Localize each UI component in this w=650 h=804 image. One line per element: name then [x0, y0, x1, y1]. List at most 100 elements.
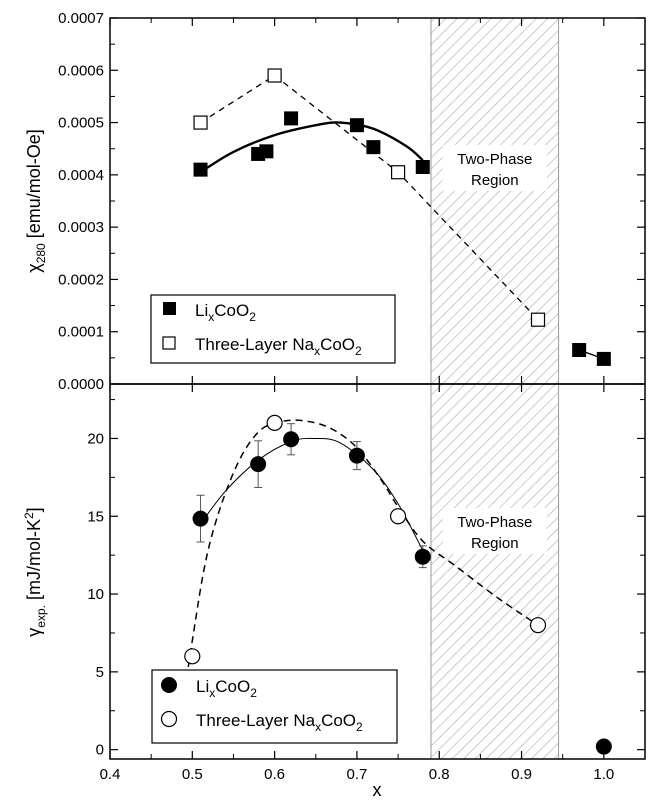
bottom-point-LixCoO2 [595, 738, 612, 755]
legend-label-part: Li [195, 301, 208, 320]
top-y-tick-label: 0.0004 [58, 167, 104, 184]
top-y-tick-label: 0.0003 [58, 219, 104, 236]
top-dashed-connector-NaxCoO2 [200, 74, 539, 321]
top-y-tick-label: 0.0006 [58, 62, 104, 79]
bottom-y-axis-units: [mJ/mol-K [24, 519, 44, 605]
region-label-top-line2: Region [471, 172, 519, 189]
legend-label-part: Three-Layer Na [195, 335, 315, 354]
top-point-LixCoO2 [349, 118, 364, 133]
region-label-bottom-line2: Region [471, 535, 519, 552]
bottom-legend-label-2: Three-Layer NaxCoO2 [196, 711, 363, 734]
legend-label-part: Li [196, 677, 209, 696]
top-legend: LixCoO2 Three-Layer NaxCoO2 [150, 294, 396, 364]
x-tick-label: 0.7 [346, 766, 367, 783]
top-legend-label-2: Three-Layer NaxCoO2 [195, 335, 362, 358]
bottom-legend-label-1: LixCoO2 [196, 677, 257, 700]
top-y-axis-units: [emu/mol-Oe] [24, 129, 44, 243]
top-point-LixCoO2 [284, 111, 299, 126]
region-label-bg-top [442, 145, 547, 191]
legend-label-sub: x [208, 310, 214, 324]
legend-label-part: CoO [320, 335, 355, 354]
bottom-y-tick-labels: 0 5 10 15 20 [87, 430, 104, 758]
bottom-y-axis-title: γexp. [mJ/mol-K2] [22, 507, 48, 636]
top-legend-label-1: LixCoO2 [195, 301, 256, 324]
top-point-NaxCoO2 [193, 115, 208, 130]
top-y-tick-label: 0.0000 [58, 376, 104, 393]
region-label-top-line1: Two-Phase [457, 151, 532, 168]
x-axis-title: x [373, 780, 382, 800]
bottom-y-axis-close: ] [24, 507, 44, 512]
legend-label-sub: x [315, 720, 321, 734]
top-point-LixCoO2 [366, 140, 381, 155]
legend-marker-open-circle [160, 710, 178, 728]
legend-marker-filled-circle [161, 677, 177, 693]
axis-ticks [109, 17, 645, 759]
legend-label-part: CoO [214, 301, 249, 320]
top-point-NaxCoO2 [390, 165, 406, 180]
bottom-point-LixCoO2 [283, 431, 300, 448]
top-point-LixCoO2 [572, 343, 587, 358]
bottom-point-NaxCoO2 [184, 648, 201, 665]
bottom-y-tick-label: 15 [87, 508, 104, 525]
bottom-y-axis-superscript: 2 [22, 512, 36, 519]
bottom-point-LixCoO2 [414, 548, 431, 565]
top-y-tick-label: 0.0001 [58, 324, 104, 341]
x-tick-label: 0.6 [264, 766, 285, 783]
top-point-LixCoO2 [259, 144, 274, 159]
top-point-LixCoO2 [193, 162, 208, 177]
top-panel-data [193, 68, 611, 366]
region-labels: Two-Phase Region Two-Phase Region [442, 145, 547, 554]
legend-label-part: Three-Layer Na [196, 711, 316, 730]
top-point-NaxCoO2 [530, 312, 546, 327]
top-y-axis-symbol: χ [24, 263, 44, 273]
bottom-point-LixCoO2 [348, 447, 365, 464]
bottom-y-axis-symbol: γ [24, 628, 44, 637]
bottom-point-LixCoO2 [192, 510, 209, 527]
legend-label-part: CoO [215, 677, 250, 696]
bottom-point-NaxCoO2 [389, 508, 407, 525]
x-tick-labels: 0.4 0.5 0.6 0.7 0.8 0.9 1.0 [100, 766, 615, 783]
bottom-point-NaxCoO2 [529, 617, 547, 634]
legend-label-sub: x [209, 686, 215, 700]
region-label-bottom-line1: Two-Phase [457, 514, 532, 531]
bottom-y-tick-label: 5 [96, 664, 104, 681]
x-tick-label: 0.8 [429, 766, 450, 783]
bottom-panel-frame [109, 383, 646, 760]
bottom-panel-data [179, 414, 612, 755]
top-y-tick-label: 0.0007 [58, 10, 104, 27]
top-point-LixCoO2 [596, 351, 611, 366]
bottom-point-NaxCoO2 [266, 414, 283, 432]
bottom-fit-curve-LixCoO2 [200, 437, 424, 551]
top-y-axis-title: χ280 [emu/mol-Oe] [24, 129, 48, 273]
legend-marker-filled-square [163, 302, 176, 315]
bottom-y-axis-subscript: exp. [34, 605, 48, 628]
legend-label-sub: 2 [355, 344, 362, 358]
bottom-legend-box [151, 669, 398, 744]
bottom-point-LixCoO2 [250, 456, 267, 473]
top-fit-curve-LixCoO2 [199, 121, 424, 174]
bottom-y-tick-label: 10 [87, 586, 104, 603]
legend-label-sub: 2 [249, 310, 256, 324]
two-phase-region-hatch [430, 17, 560, 760]
legend-label-part: CoO [321, 711, 356, 730]
top-point-LixCoO2 [415, 160, 430, 175]
top-legend-box [150, 294, 396, 364]
legend-label-sub: 2 [356, 720, 363, 734]
top-y-tick-label: 0.0002 [58, 271, 104, 288]
x-tick-label: 1.0 [593, 766, 614, 783]
x-tick-label: 0.5 [182, 766, 203, 783]
bottom-dashed-curve-NaxCoO2 [179, 419, 539, 727]
top-y-tick-labels: 0.0000 0.0001 0.0002 0.0003 0.0004 0.000… [58, 10, 104, 393]
bottom-legend: LixCoO2 Three-Layer NaxCoO2 [151, 669, 398, 744]
bottom-y-tick-label: 0 [96, 742, 104, 759]
x-tick-label: 0.4 [100, 766, 121, 783]
top-y-tick-label: 0.0005 [58, 115, 104, 132]
top-y-axis-subscript: 280 [34, 243, 48, 263]
region-label-bg-bottom [442, 508, 547, 554]
legend-label-sub: x [314, 344, 320, 358]
bottom-y-tick-label: 20 [87, 430, 104, 447]
shaded-region [430, 17, 560, 760]
x-tick-label: 0.9 [511, 766, 532, 783]
legend-label-sub: 2 [250, 686, 257, 700]
